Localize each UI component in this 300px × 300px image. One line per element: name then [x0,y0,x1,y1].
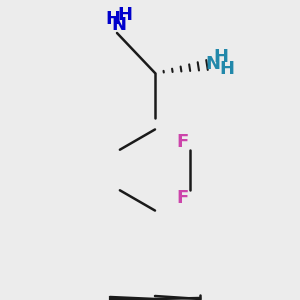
Text: N: N [112,16,127,34]
Text: H: H [220,60,235,78]
Text: H: H [106,10,121,28]
Text: H: H [118,6,133,24]
Text: F: F [176,133,188,151]
Text: F: F [176,189,188,207]
Text: N: N [206,55,220,73]
Text: H: H [214,48,229,66]
